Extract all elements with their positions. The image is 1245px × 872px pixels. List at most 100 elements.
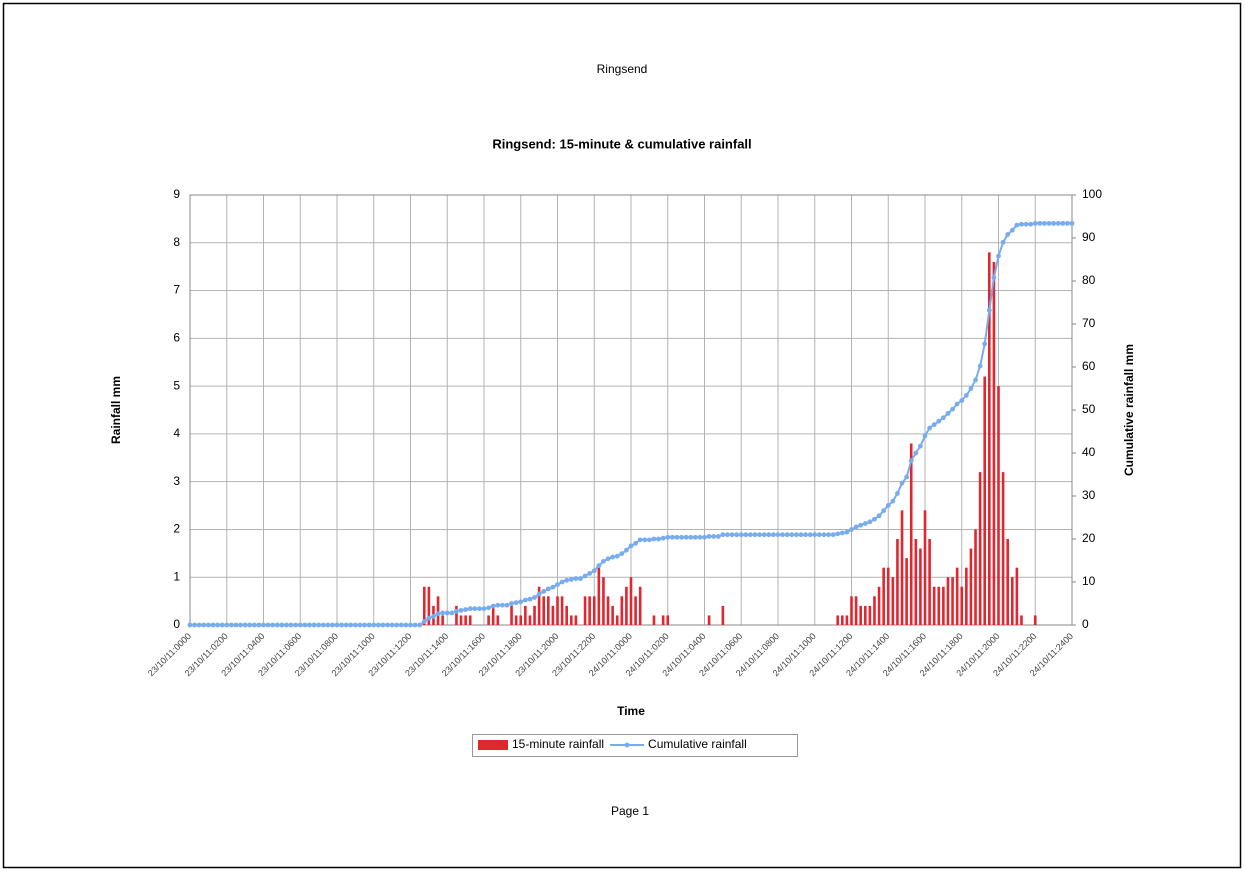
bar (928, 539, 931, 625)
y2-tick-label: 70 (1082, 316, 1096, 330)
line-marker (357, 622, 363, 628)
line-marker (959, 398, 965, 403)
line-marker (559, 579, 565, 585)
y-tick-label: 9 (173, 187, 180, 201)
bar (514, 615, 518, 625)
bar (942, 586, 945, 625)
bar (969, 548, 973, 625)
line-marker (734, 532, 740, 538)
line-marker (633, 540, 638, 546)
line-marker (963, 392, 969, 398)
bar (919, 548, 922, 625)
line-marker (605, 556, 611, 562)
line-marker (885, 503, 891, 508)
y-tick-label: 0 (173, 617, 180, 631)
line-marker (454, 608, 459, 614)
bar (524, 605, 527, 625)
bar (620, 596, 624, 625)
line-marker (748, 532, 753, 538)
bar (455, 605, 458, 625)
line-marker (711, 534, 717, 539)
line-marker (320, 622, 326, 628)
line-marker (192, 622, 197, 628)
line-marker (339, 622, 344, 628)
line-marker (931, 422, 937, 428)
bar (551, 605, 555, 625)
line-marker (362, 622, 367, 628)
y-tick-label: 6 (173, 331, 180, 345)
bar (886, 567, 890, 625)
bar (583, 596, 587, 625)
line-marker (913, 450, 919, 456)
bar (569, 615, 573, 625)
line-marker (835, 531, 841, 537)
line-marker (1032, 220, 1038, 226)
line-marker (977, 363, 983, 369)
line-marker (513, 600, 519, 606)
y2-tick-label: 100 (1082, 187, 1102, 201)
y-axis-label: Rainfall mm (109, 376, 123, 444)
y2-tick-label: 20 (1082, 531, 1096, 545)
line-marker (821, 532, 827, 538)
line-marker (669, 534, 675, 540)
line-marker (1060, 220, 1066, 226)
line-marker (522, 597, 528, 603)
bar (615, 615, 619, 625)
line-marker (463, 607, 469, 612)
line-marker (550, 584, 556, 590)
line-marker (725, 532, 730, 538)
y-tick-label: 8 (173, 235, 180, 249)
y2-tick-label: 80 (1082, 273, 1096, 287)
line-marker (803, 532, 808, 538)
line-marker (486, 605, 491, 611)
line-marker (408, 622, 413, 628)
y2-axis-label: Cumulative rainfall mm (1122, 344, 1136, 476)
line-marker (738, 532, 744, 538)
line-marker (536, 591, 542, 597)
line-marker (371, 622, 377, 628)
line-marker (692, 534, 698, 540)
line-marker (311, 622, 317, 628)
line-marker (1023, 221, 1029, 227)
y-tick-label: 7 (173, 283, 180, 297)
line-marker (509, 601, 514, 606)
bar (1033, 615, 1037, 625)
bar (468, 615, 472, 625)
line-marker (467, 606, 473, 612)
line-marker (665, 534, 671, 540)
bar (1015, 567, 1019, 625)
line-marker (656, 536, 661, 542)
y2-tick-label: 0 (1082, 617, 1089, 631)
line-marker (771, 532, 776, 538)
bar (574, 615, 578, 625)
y-tick-label: 5 (173, 378, 180, 392)
line-marker (752, 532, 758, 538)
line-marker (784, 532, 790, 538)
line-marker (968, 386, 974, 391)
line-marker (532, 595, 537, 600)
line-marker (527, 596, 533, 602)
bar (634, 596, 637, 625)
line-marker (646, 537, 652, 543)
bar (707, 615, 711, 625)
line-marker (284, 622, 289, 628)
line-marker (435, 611, 441, 617)
bar (565, 605, 568, 625)
line-marker (858, 522, 864, 528)
bar (661, 615, 665, 625)
bar (988, 252, 991, 626)
line-marker (862, 521, 868, 526)
line-marker (940, 415, 946, 421)
line-marker (412, 622, 418, 628)
bar (997, 386, 1000, 625)
line-marker (224, 622, 230, 628)
line-marker (389, 622, 395, 628)
bar (841, 615, 844, 625)
line-marker (265, 622, 271, 628)
line-marker (472, 606, 478, 612)
page-header: Ringsend (597, 62, 648, 76)
line-marker (793, 532, 799, 538)
line-marker (256, 622, 262, 628)
bar (496, 615, 500, 625)
